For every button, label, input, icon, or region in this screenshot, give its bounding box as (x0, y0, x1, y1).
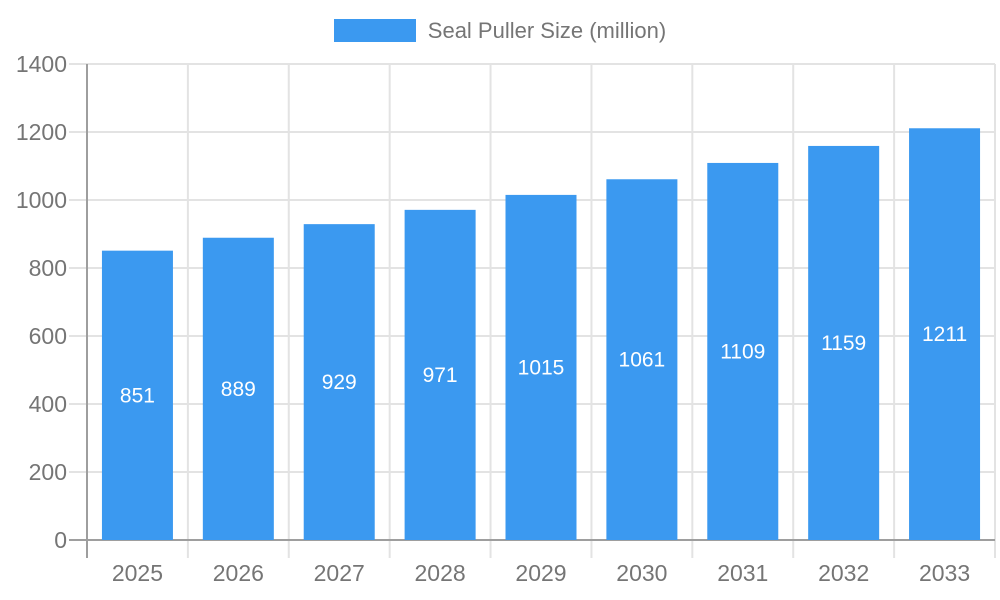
x-axis-tick-label: 2031 (717, 560, 768, 586)
bar-value-label: 1211 (922, 323, 967, 346)
bar-2033[interactable] (909, 128, 981, 540)
bar-value-label: 1159 (821, 332, 866, 355)
y-axis-tick-label: 200 (29, 459, 67, 485)
x-axis-tick-label: 2030 (616, 560, 667, 586)
x-axis-tick-label: 2029 (515, 560, 566, 586)
bar-value-label: 1109 (720, 340, 765, 363)
legend-label: Seal Puller Size (million) (427, 17, 667, 43)
bar-2026[interactable] (202, 237, 274, 541)
y-axis-tick-label: 800 (29, 255, 67, 281)
bar-value-label: 1015 (518, 356, 565, 379)
y-axis-tick-label: 1400 (16, 51, 67, 77)
y-axis-tick-label: 600 (29, 323, 67, 349)
y-axis-tick-label: 0 (54, 527, 67, 553)
bar-value-label: 889 (221, 378, 256, 401)
bar-2029[interactable] (505, 194, 577, 540)
bar-2032[interactable] (808, 145, 880, 540)
bar-value-label: 851 (120, 384, 155, 407)
bar-2025[interactable] (101, 250, 173, 540)
legend-item[interactable]: Seal Puller Size (million) (0, 19, 1000, 42)
x-axis-tick-label: 2027 (314, 560, 365, 586)
y-axis-tick-label: 400 (29, 391, 67, 417)
x-axis-tick-label: 2026 (213, 560, 264, 586)
bar-2031[interactable] (707, 162, 779, 540)
y-axis-tick-label: 1000 (16, 187, 67, 213)
bar-value-label: 1061 (619, 349, 666, 372)
x-axis-tick-label: 2025 (112, 560, 163, 586)
y-axis-tick-label: 1200 (16, 119, 67, 145)
bar-2030[interactable] (606, 179, 678, 540)
bar-value-label: 929 (322, 371, 357, 394)
legend-swatch (333, 19, 416, 42)
bar-2028[interactable] (404, 209, 476, 541)
bar-value-label: 971 (423, 364, 458, 387)
x-axis-tick-label: 2033 (919, 560, 970, 586)
bar-2027[interactable] (303, 224, 375, 540)
x-axis-tick-label: 2028 (415, 560, 466, 586)
x-axis-tick-label: 2032 (818, 560, 869, 586)
